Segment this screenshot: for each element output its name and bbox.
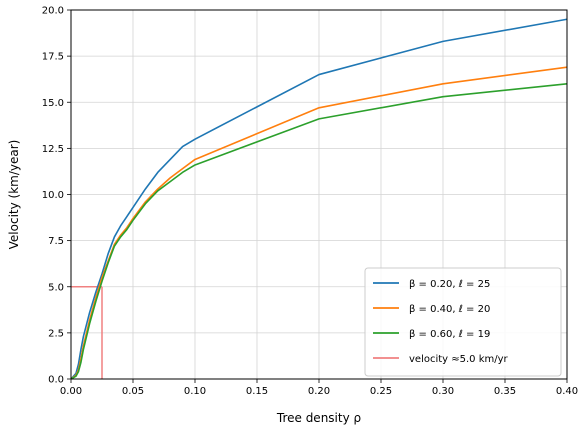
x-tick-label: 0.35	[494, 386, 516, 397]
y-tick-label: 17.5	[42, 52, 64, 63]
y-tick-label: 20.0	[42, 6, 64, 17]
y-tick-label: 5.0	[48, 282, 64, 293]
x-tick-label: 0.30	[432, 386, 454, 397]
legend-label: β = 0.20, ℓ = 25	[409, 279, 490, 290]
y-tick-label: 0.0	[48, 375, 64, 386]
y-tick-label: 10.0	[42, 190, 64, 201]
series-line-3	[70, 83, 568, 380]
y-tick-label: 7.5	[48, 236, 64, 247]
legend-label: β = 0.60, ℓ = 19	[409, 329, 490, 340]
legend-box	[364, 267, 562, 377]
x-tick-label: 0.25	[370, 386, 392, 397]
legend-label: β = 0.40, ℓ = 20	[409, 304, 490, 315]
x-tick-label: 0.40	[556, 386, 578, 397]
y-tick-label: 2.5	[48, 328, 64, 339]
y-tick-label: 15.0	[42, 98, 64, 109]
x-tick-label: 0.05	[122, 386, 144, 397]
series-lines	[70, 18, 568, 380]
series-line-1	[70, 18, 568, 380]
x-tick-label: 0.10	[184, 386, 206, 397]
x-tick-label: 0.15	[246, 386, 268, 397]
x-axis-label: Tree density ρ	[276, 411, 361, 425]
legend: β = 0.20, ℓ = 25 β = 0.40, ℓ = 20 β = 0.60…	[364, 267, 562, 377]
x-tick-label: 0.20	[308, 386, 330, 397]
x-axis-ticks: 0.00 0.05 0.10 0.15 0.20 0.25 0.30 0.35 0.40	[60, 379, 578, 397]
x-tick-label: 0.00	[60, 386, 82, 397]
y-tick-label: 12.5	[42, 144, 64, 155]
y-axis-ticks: 0.0 2.5 5.0 7.5 10.0 12.5 15.0 17.5 20.0	[42, 6, 71, 386]
y-axis-label: Velocity (km/year)	[7, 140, 21, 250]
legend-label: velocity ≈5.0 km/yr	[409, 354, 509, 365]
